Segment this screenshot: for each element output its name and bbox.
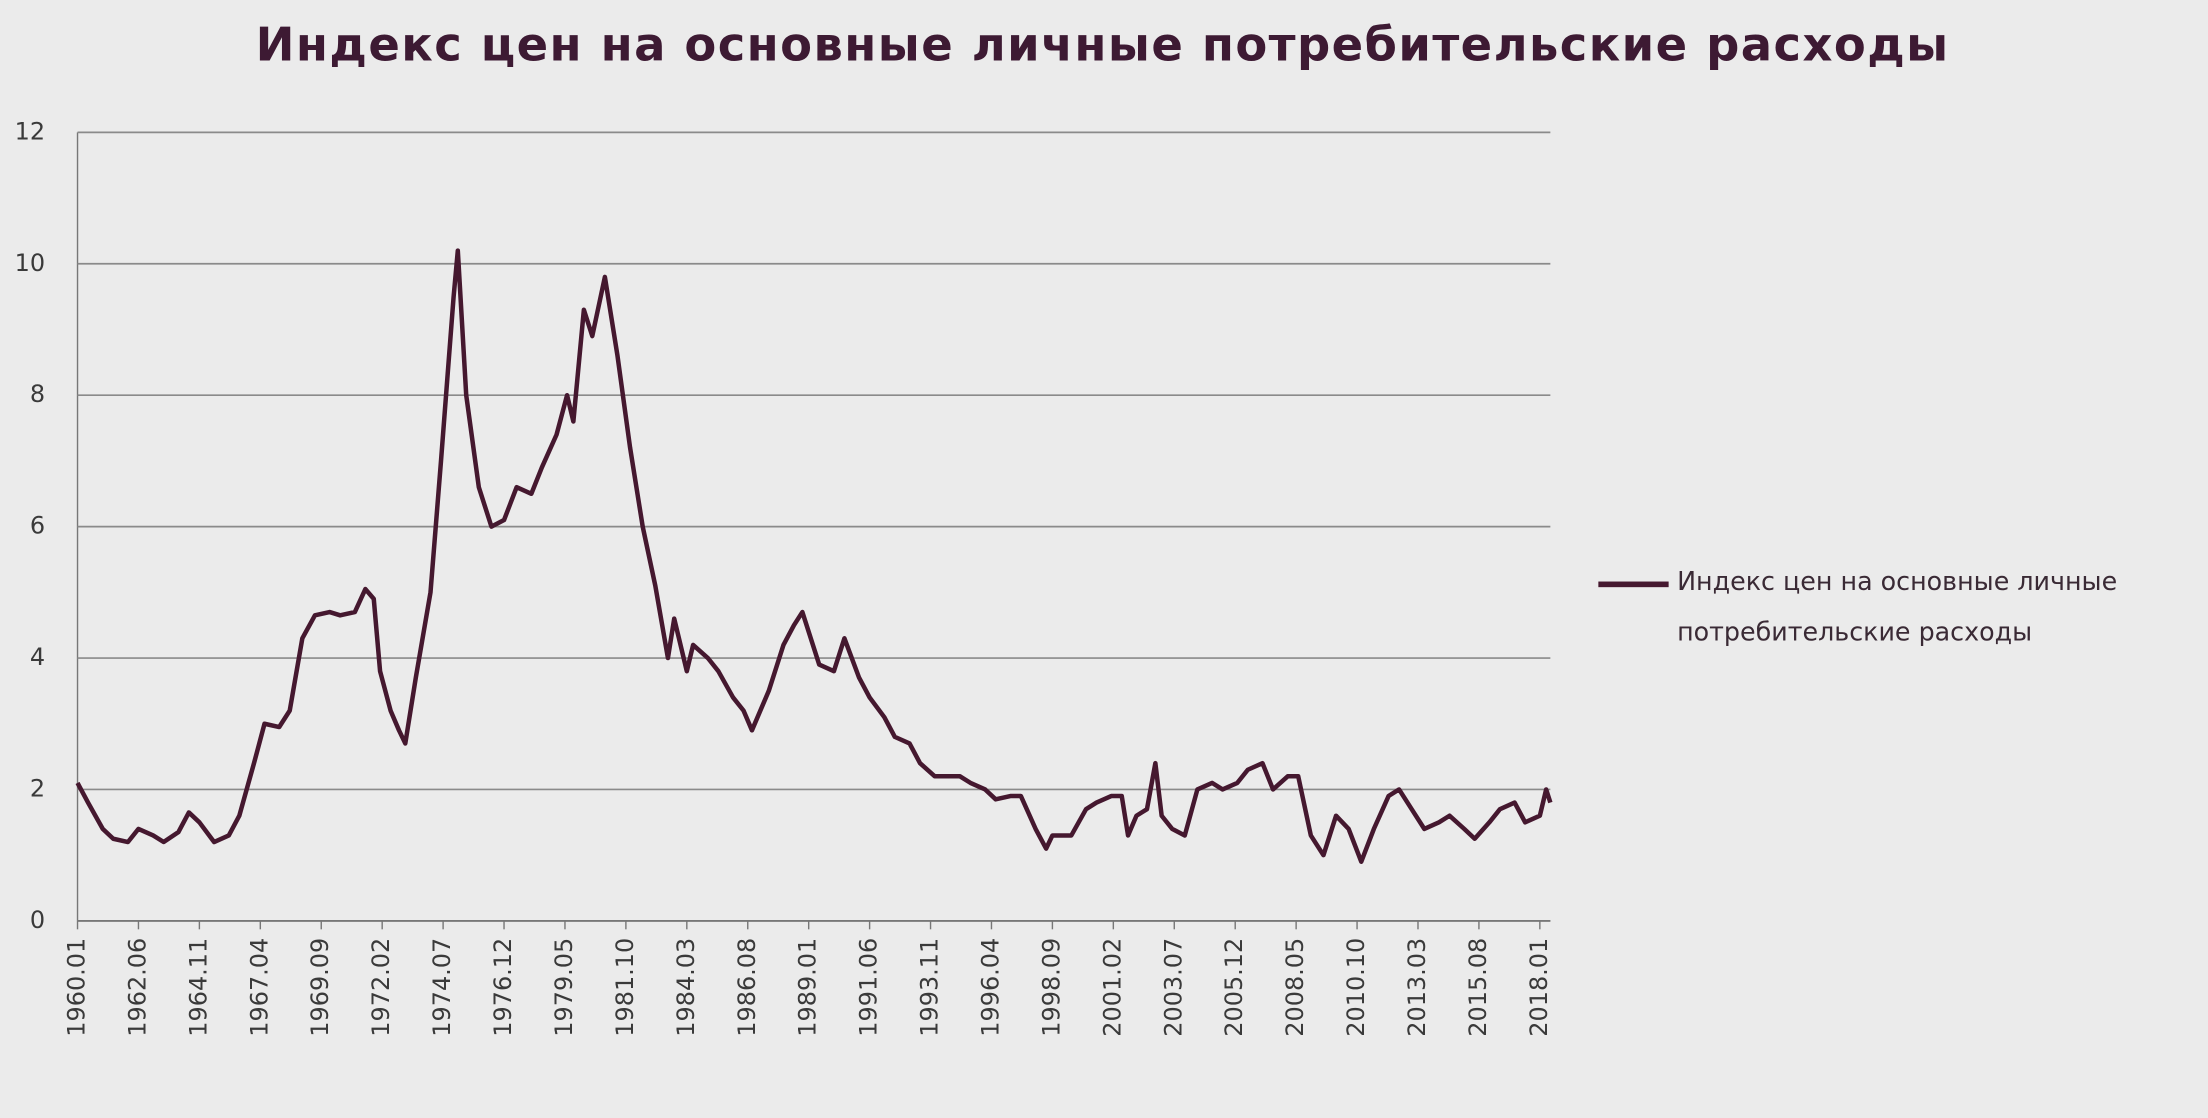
y-tick-label: 4 xyxy=(30,643,45,671)
x-tick-label: 2013.03 xyxy=(1403,938,1431,1037)
x-tick-label: 2010.10 xyxy=(1342,938,1370,1037)
x-tick-label: 1962.06 xyxy=(123,938,151,1037)
chart-title: Индекс цен на основные личные потребител… xyxy=(256,17,1950,71)
x-tick-label: 1976.12 xyxy=(489,938,517,1037)
x-tick-label: 2005.12 xyxy=(1220,938,1248,1037)
x-tick-label: 1979.05 xyxy=(550,938,578,1037)
x-tick-label: 1989.01 xyxy=(794,938,822,1037)
y-tick-label: 8 xyxy=(30,380,45,408)
x-tick-label: 2001.02 xyxy=(1098,938,1126,1037)
legend-item: Индекс цен на основные личные потребител… xyxy=(1598,558,2203,659)
x-tick-label: 1998.09 xyxy=(1037,938,1065,1037)
x-tick-label: 1993.11 xyxy=(916,938,944,1037)
x-tick-label: 2015.08 xyxy=(1464,938,1492,1037)
x-tick-label: 2003.07 xyxy=(1159,938,1187,1037)
y-tick-label: 0 xyxy=(30,906,45,934)
y-tick-label: 2 xyxy=(30,774,45,802)
x-tick-label: 1960.01 xyxy=(63,938,91,1037)
x-tick-label: 1991.06 xyxy=(855,938,883,1037)
x-tick-label: 1984.03 xyxy=(672,938,700,1037)
x-tick-label: 1981.10 xyxy=(611,938,639,1037)
y-tick-label: 10 xyxy=(15,249,45,277)
y-tick-label: 6 xyxy=(30,512,45,540)
y-tick-label: 12 xyxy=(15,117,45,145)
legend-label: Индекс цен на основные личные потребител… xyxy=(1677,567,2118,648)
legend-swatch xyxy=(1598,581,1669,588)
x-tick-label: 2008.05 xyxy=(1281,938,1309,1037)
series-line xyxy=(75,248,1553,864)
x-tick-label: 1972.02 xyxy=(367,938,395,1037)
x-tick-label: 1967.04 xyxy=(245,938,273,1037)
x-tick-label: 2018.01 xyxy=(1525,938,1553,1037)
x-tick-label: 1974.07 xyxy=(428,938,456,1037)
x-tick-label: 1996.04 xyxy=(976,938,1004,1037)
x-tick-label: 1964.11 xyxy=(184,938,212,1037)
x-tick-label: 1986.08 xyxy=(733,938,761,1037)
legend: Индекс цен на основные личные потребител… xyxy=(1598,558,2203,659)
x-tick-label: 1969.09 xyxy=(306,938,334,1037)
